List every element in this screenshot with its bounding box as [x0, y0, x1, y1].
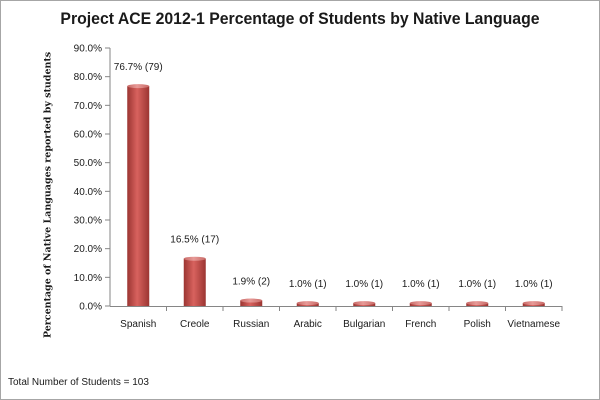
y-tick-label: 10.0%	[74, 273, 102, 284]
bar-series	[127, 84, 545, 306]
y-tick-label: 90.0%	[74, 44, 102, 55]
data-label: 1.0% (1)	[345, 279, 383, 290]
y-tick-label: 60.0%	[74, 130, 102, 141]
x-tick-label: Vietnamese	[507, 319, 560, 330]
data-label: 1.0% (1)	[458, 279, 496, 290]
y-tick-label: 20.0%	[74, 244, 102, 255]
bar-cap	[127, 84, 150, 89]
data-label: 1.0% (1)	[402, 279, 440, 290]
bar	[127, 86, 150, 306]
data-label: 1.0% (1)	[515, 279, 553, 290]
x-tick-label: Spanish	[120, 319, 156, 330]
data-label: 1.9% (2)	[232, 277, 270, 288]
bar-cap	[466, 301, 489, 306]
y-tick-label: 50.0%	[74, 158, 102, 169]
y-tick-label: 70.0%	[74, 101, 102, 112]
chart-title: Project ACE 2012-1 Percentage of Student…	[60, 9, 540, 28]
y-tick-label: 40.0%	[74, 187, 102, 198]
x-axis-ticks: Spanish Creole Russian Arabic Bulgarian Frenc…	[120, 306, 563, 330]
y-axis-ticks: 0.0% 10.0% 20.0% 30.0% 40.0% 50.0% 60.0% 70.0% 8…	[74, 44, 110, 313]
y-tick-label: 0.0%	[79, 302, 102, 313]
bar-cap	[296, 301, 319, 306]
data-labels: 76.7% (79) 16.5% (17) 1.9% (2) 1.0% (1) 1.0%…	[114, 62, 553, 290]
bar	[183, 258, 206, 306]
bar-cap	[183, 256, 206, 261]
data-label: 16.5% (17)	[170, 235, 219, 246]
x-tick-label: Arabic	[294, 319, 322, 330]
x-tick-label: Creole	[180, 319, 210, 330]
bar-cap	[353, 301, 376, 306]
axes	[109, 48, 562, 307]
bar	[240, 300, 263, 306]
x-tick-label: French	[405, 319, 436, 330]
y-tick-label: 30.0%	[74, 216, 102, 227]
data-label: 1.0% (1)	[289, 279, 327, 290]
bar-cap	[240, 298, 263, 303]
y-tick-label: 80.0%	[74, 72, 102, 83]
data-label: 76.7% (79)	[114, 62, 163, 73]
bar-cap	[409, 301, 432, 306]
footnote: Total Number of Students = 103	[8, 377, 149, 388]
bar-cap	[522, 301, 545, 306]
x-tick-label: Polish	[464, 319, 491, 330]
x-tick-label: Russian	[233, 319, 269, 330]
x-tick-label: Bulgarian	[343, 319, 385, 330]
